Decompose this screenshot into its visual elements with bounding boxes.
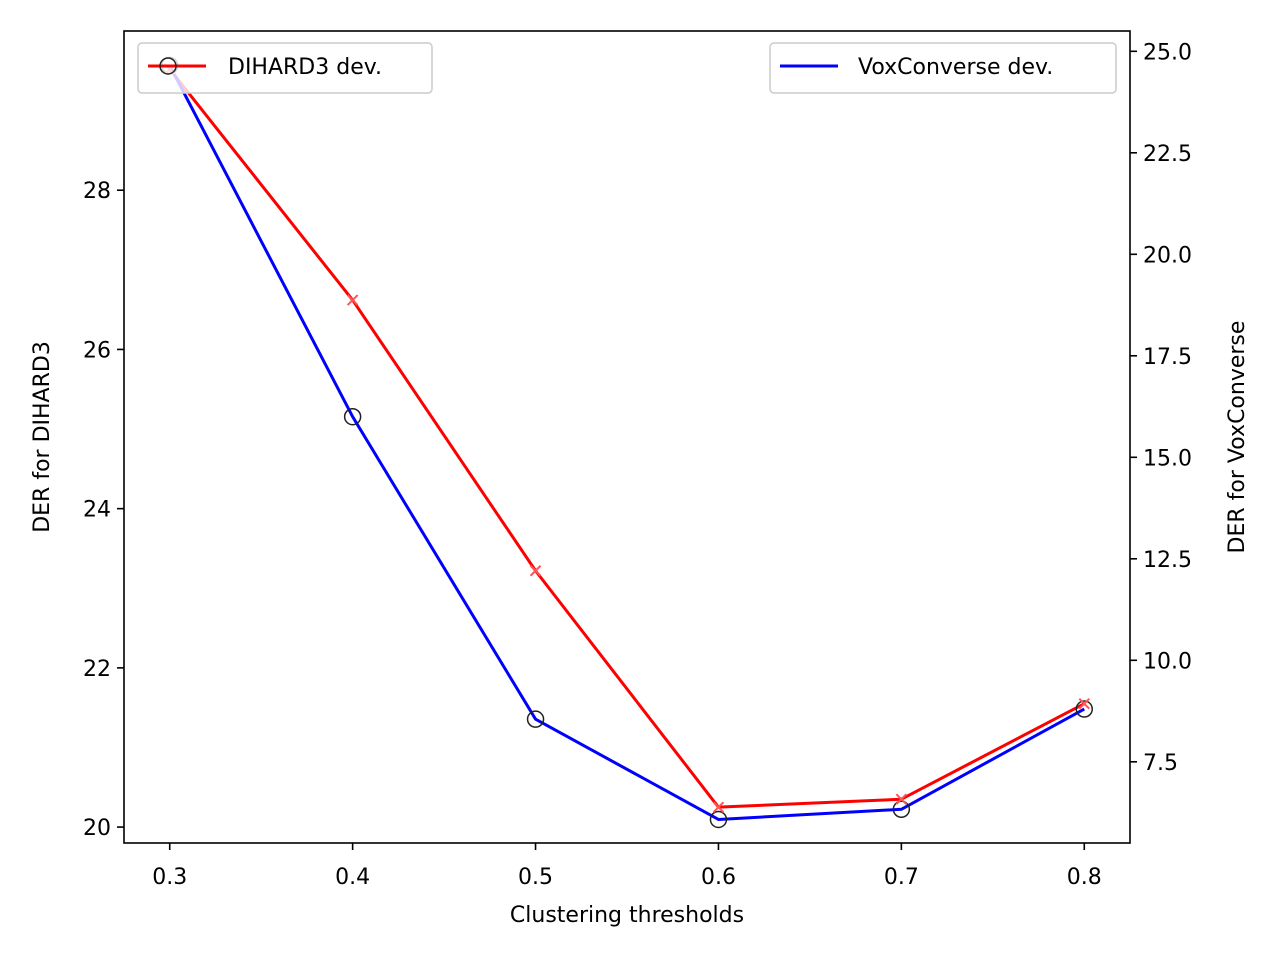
x-tick-label: 0.4 xyxy=(335,865,370,890)
voxconverse-point-marker xyxy=(709,810,728,829)
x-axis-label: Clustering thresholds xyxy=(510,903,744,928)
dihard3-point-marker xyxy=(895,793,908,805)
right-y-tick-label: 12.5 xyxy=(1143,548,1192,573)
right-y-axis-label: DER for VoxConverse xyxy=(1225,321,1250,554)
dihard3-marker-stroke xyxy=(1078,697,1090,710)
voxconverse-point-marker xyxy=(343,407,362,426)
axes-frame xyxy=(123,30,1131,844)
dihard3-point-marker xyxy=(529,565,542,577)
x-tick-label: 0.3 xyxy=(152,865,187,890)
legend-right-box xyxy=(769,42,1117,94)
dihard3-marker-stroke xyxy=(712,801,725,813)
dihard3-marker-stroke xyxy=(346,294,359,306)
dihard3-marker-stroke xyxy=(895,793,908,805)
right-y-axis: 7.5 10.0 12.5 15.0 17.5 20.0 22.5 25.0 xyxy=(1130,40,1192,776)
right-y-tick-label: 17.5 xyxy=(1143,345,1192,370)
dihard3-point-marker xyxy=(1078,697,1090,710)
left-y-tick-label: 22 xyxy=(83,657,111,682)
voxconverse-point-marker xyxy=(1075,700,1094,718)
legend-right: VoxConverse dev. xyxy=(769,42,1117,94)
series-dihard3-line xyxy=(168,68,1085,809)
series-voxconverse-line xyxy=(168,64,1085,821)
dihard3-point-marker xyxy=(346,294,359,306)
dihard3-marker-stroke xyxy=(529,565,542,577)
right-y-tick-label: 7.5 xyxy=(1143,751,1178,776)
voxconverse-point-marker xyxy=(526,710,545,728)
right-y-tick-label: 22.5 xyxy=(1143,142,1192,167)
right-y-tick-label: 20.0 xyxy=(1143,243,1192,268)
left-y-axis-label: DER for DIHARD3 xyxy=(30,341,55,533)
x-tick-label: 0.5 xyxy=(518,865,553,890)
legend-left-circle-marker xyxy=(159,57,177,75)
legend-left: DIHARD3 dev. xyxy=(137,42,433,94)
x-tick-label: 0.6 xyxy=(701,865,736,890)
right-y-tick-label: 10.0 xyxy=(1143,649,1192,674)
dihard3-point-marker xyxy=(712,801,725,813)
voxconverse-point-marker xyxy=(892,800,911,819)
left-y-tick-label: 26 xyxy=(83,338,111,363)
legend-right-label: VoxConverse dev. xyxy=(858,55,1053,80)
legend-left-box xyxy=(137,42,433,94)
left-y-tick-label: 24 xyxy=(83,498,111,523)
left-y-axis: 20 22 24 26 28 xyxy=(83,179,124,841)
legend-left-label: DIHARD3 dev. xyxy=(228,55,382,80)
x-tick-label: 0.7 xyxy=(884,865,919,890)
right-y-tick-label: 25.0 xyxy=(1143,40,1192,65)
left-y-tick-label: 28 xyxy=(83,179,111,204)
right-y-tick-label: 15.0 xyxy=(1143,446,1192,471)
x-axis: 0.3 0.4 0.5 0.6 0.7 0.8 xyxy=(152,843,1102,890)
x-tick-label: 0.8 xyxy=(1067,865,1102,890)
left-y-tick-label: 20 xyxy=(83,816,111,841)
